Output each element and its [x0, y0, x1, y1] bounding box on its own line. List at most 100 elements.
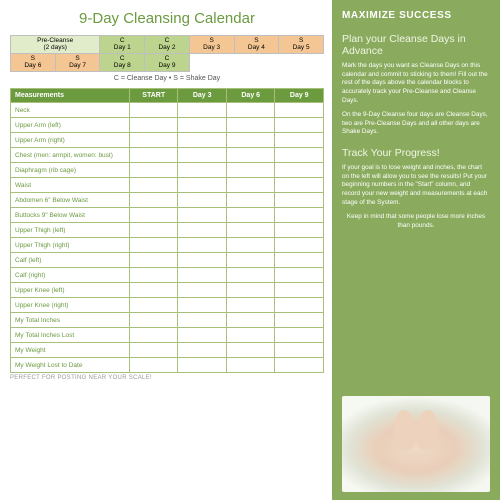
- calendar-cell: SDay 5: [279, 36, 324, 54]
- left-panel: 9-Day Cleansing Calendar Pre-Cleanse(2 d…: [0, 0, 332, 500]
- meas-cell[interactable]: [226, 148, 275, 163]
- meas-header: Day 9: [275, 89, 324, 103]
- meas-label: Diaphragm (rib cage): [11, 163, 130, 178]
- meas-cell[interactable]: [129, 103, 178, 118]
- meas-cell[interactable]: [226, 178, 275, 193]
- meas-label: Upper Thigh (left): [11, 223, 130, 238]
- meas-cell[interactable]: [178, 268, 227, 283]
- meas-cell[interactable]: [129, 313, 178, 328]
- section2-title: Track Your Progress!: [342, 147, 490, 159]
- meas-label: My Weight Lost to Date: [11, 358, 130, 373]
- meas-cell[interactable]: [178, 313, 227, 328]
- meas-cell[interactable]: [275, 298, 324, 313]
- calendar-cell: Pre-Cleanse(2 days): [11, 36, 100, 54]
- table-row: Upper Thigh (right): [11, 238, 324, 253]
- meas-cell[interactable]: [226, 283, 275, 298]
- feet-image: [342, 396, 490, 492]
- meas-cell[interactable]: [178, 298, 227, 313]
- meas-cell[interactable]: [275, 163, 324, 178]
- footer-note: PERFECT FOR POSTING NEAR YOUR SCALE!: [10, 375, 324, 381]
- table-row: My Total Inches Lost: [11, 328, 324, 343]
- meas-cell[interactable]: [178, 253, 227, 268]
- meas-label: Upper Arm (left): [11, 118, 130, 133]
- meas-cell[interactable]: [226, 223, 275, 238]
- meas-label: Neck: [11, 103, 130, 118]
- meas-cell[interactable]: [226, 313, 275, 328]
- meas-cell[interactable]: [178, 283, 227, 298]
- meas-cell[interactable]: [178, 148, 227, 163]
- meas-cell[interactable]: [129, 343, 178, 358]
- meas-cell[interactable]: [226, 193, 275, 208]
- meas-cell[interactable]: [226, 343, 275, 358]
- sidebar-heading: MAXIMIZE SUCCESS: [342, 10, 490, 21]
- table-row: My Weight Lost to Date: [11, 358, 324, 373]
- meas-cell[interactable]: [178, 133, 227, 148]
- meas-cell[interactable]: [275, 253, 324, 268]
- meas-cell[interactable]: [226, 328, 275, 343]
- meas-cell[interactable]: [226, 298, 275, 313]
- meas-label: Abdomen 6" Below Waist: [11, 193, 130, 208]
- meas-cell[interactable]: [129, 223, 178, 238]
- meas-cell[interactable]: [275, 283, 324, 298]
- meas-cell[interactable]: [226, 208, 275, 223]
- meas-cell[interactable]: [275, 268, 324, 283]
- meas-cell[interactable]: [275, 103, 324, 118]
- meas-cell[interactable]: [226, 253, 275, 268]
- table-row: Chest (men: armpit, women: bust): [11, 148, 324, 163]
- meas-cell[interactable]: [275, 313, 324, 328]
- meas-label: Buttocks 9" Below Waist: [11, 208, 130, 223]
- meas-cell[interactable]: [129, 253, 178, 268]
- meas-cell[interactable]: [226, 133, 275, 148]
- meas-cell[interactable]: [275, 343, 324, 358]
- meas-cell[interactable]: [226, 268, 275, 283]
- meas-cell[interactable]: [178, 358, 227, 373]
- meas-cell[interactable]: [178, 118, 227, 133]
- meas-cell[interactable]: [178, 178, 227, 193]
- meas-cell[interactable]: [129, 133, 178, 148]
- meas-cell[interactable]: [129, 178, 178, 193]
- meas-cell[interactable]: [129, 148, 178, 163]
- meas-cell[interactable]: [178, 328, 227, 343]
- meas-cell[interactable]: [275, 178, 324, 193]
- meas-cell[interactable]: [275, 238, 324, 253]
- meas-cell[interactable]: [129, 163, 178, 178]
- meas-cell[interactable]: [129, 208, 178, 223]
- measurements-table: MeasurementsSTARTDay 3Day 6Day 9 NeckUpp…: [10, 88, 324, 373]
- meas-cell[interactable]: [275, 208, 324, 223]
- meas-cell[interactable]: [129, 118, 178, 133]
- meas-cell[interactable]: [275, 193, 324, 208]
- meas-cell[interactable]: [226, 238, 275, 253]
- meas-label: My Total Inches Lost: [11, 328, 130, 343]
- meas-cell[interactable]: [178, 343, 227, 358]
- calendar-cell: SDay 7: [55, 54, 100, 72]
- meas-cell[interactable]: [275, 118, 324, 133]
- meas-cell[interactable]: [226, 103, 275, 118]
- meas-cell[interactable]: [129, 268, 178, 283]
- meas-cell[interactable]: [129, 283, 178, 298]
- calendar-cell: CDay 8: [100, 54, 145, 72]
- meas-cell[interactable]: [275, 328, 324, 343]
- meas-cell[interactable]: [226, 358, 275, 373]
- section2-p1: If your goal is to lose weight and inche…: [342, 164, 490, 207]
- meas-cell[interactable]: [129, 358, 178, 373]
- meas-cell[interactable]: [178, 208, 227, 223]
- meas-cell[interactable]: [226, 163, 275, 178]
- calendar-legend: C = Cleanse Day • S = Shake Day: [10, 75, 324, 82]
- meas-cell[interactable]: [129, 193, 178, 208]
- meas-cell[interactable]: [178, 103, 227, 118]
- meas-cell[interactable]: [178, 193, 227, 208]
- meas-cell[interactable]: [226, 118, 275, 133]
- meas-cell[interactable]: [178, 163, 227, 178]
- section2-p2: Keep in mind that some people lose more …: [342, 213, 490, 230]
- meas-cell[interactable]: [129, 298, 178, 313]
- meas-cell[interactable]: [275, 223, 324, 238]
- meas-cell[interactable]: [275, 148, 324, 163]
- meas-cell[interactable]: [178, 238, 227, 253]
- meas-cell[interactable]: [178, 223, 227, 238]
- meas-cell[interactable]: [275, 133, 324, 148]
- meas-cell[interactable]: [129, 328, 178, 343]
- meas-cell[interactable]: [275, 358, 324, 373]
- meas-label: My Total Inches: [11, 313, 130, 328]
- table-row: Neck: [11, 103, 324, 118]
- meas-cell[interactable]: [129, 238, 178, 253]
